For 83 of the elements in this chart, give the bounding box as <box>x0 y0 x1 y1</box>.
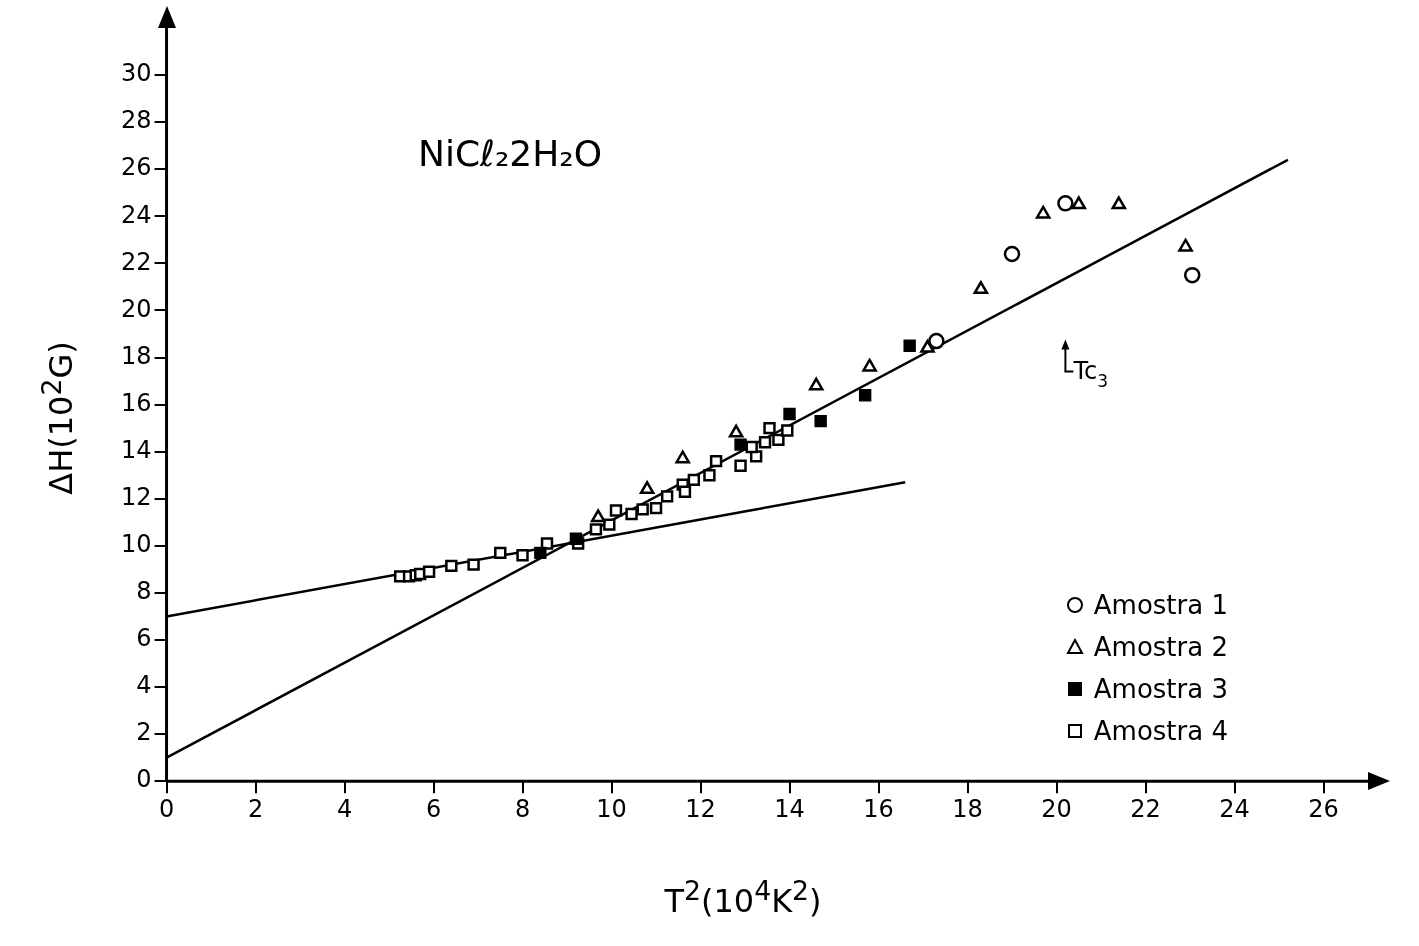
point <box>814 414 827 428</box>
x-tick-label: 26 <box>1308 794 1339 823</box>
legend-label: Amostra 1 <box>1093 590 1228 620</box>
x-tick-label: 22 <box>1130 794 1161 823</box>
text: NiCℓ₂2H₂O <box>418 133 603 174</box>
x-tick-label: 24 <box>1219 794 1250 823</box>
legend-label: Amostra 3 <box>1093 674 1228 704</box>
point <box>728 424 744 438</box>
point <box>783 407 796 421</box>
y-tick-label: 20 <box>120 294 152 323</box>
point <box>763 421 776 435</box>
point <box>749 450 763 463</box>
point <box>862 358 877 372</box>
point <box>1178 238 1193 252</box>
point <box>903 339 916 352</box>
x-tick-label: 14 <box>774 794 805 823</box>
point <box>1003 245 1021 263</box>
point <box>609 504 623 517</box>
legend-label: Amostra 2 <box>1093 632 1228 662</box>
x-tick-label: 18 <box>952 794 983 823</box>
point <box>467 558 480 571</box>
y-tick-label: 2 <box>136 718 152 747</box>
x-tick-label: 2 <box>247 794 264 823</box>
point <box>639 481 655 495</box>
point <box>636 503 649 516</box>
y-tick-label: 30 <box>120 59 152 88</box>
point <box>1057 195 1074 212</box>
x-tick-label: 6 <box>425 794 442 823</box>
point <box>781 424 794 437</box>
x-axis-title: T$^{2}$(10$^{4}$K$^{2}$) <box>663 875 823 920</box>
x-tick-label: 10 <box>596 794 627 823</box>
point <box>745 440 758 454</box>
point <box>1035 205 1051 219</box>
x-tick-label: 12 <box>685 794 716 823</box>
point <box>973 281 989 295</box>
point <box>445 559 458 573</box>
x-tick-label: 4 <box>336 794 353 823</box>
point <box>590 509 606 523</box>
point <box>772 433 785 447</box>
legend-label: Amostra 4 <box>1093 716 1228 746</box>
y-tick-label: 12 <box>120 482 152 511</box>
point <box>589 523 603 536</box>
point <box>734 438 747 451</box>
point <box>758 436 772 449</box>
x-tick-label: 16 <box>863 794 894 823</box>
y-tick-label: 26 <box>120 153 152 182</box>
point <box>516 549 529 562</box>
x-tick-label: 8 <box>514 794 531 823</box>
point <box>494 546 507 560</box>
point <box>422 565 436 578</box>
y-tick-label: 8 <box>136 577 152 606</box>
point <box>687 473 701 487</box>
point <box>858 388 872 402</box>
point <box>603 518 616 531</box>
point <box>649 501 663 515</box>
point <box>709 454 723 468</box>
point <box>625 507 638 521</box>
point <box>1071 196 1087 210</box>
y-tick-label: 24 <box>120 200 152 229</box>
point <box>808 377 824 391</box>
point <box>703 469 716 482</box>
y-tick-label: 14 <box>120 435 152 464</box>
y-tick-label: 28 <box>120 106 152 135</box>
point <box>540 537 554 550</box>
y-tick-label: 0 <box>136 765 152 794</box>
x-tick-label: 0 <box>158 794 175 823</box>
y-tick-label: 4 <box>136 671 152 700</box>
y-tick-label: 6 <box>136 624 152 653</box>
point <box>1183 266 1201 284</box>
point <box>675 450 691 464</box>
y-tick-label: 22 <box>120 247 152 276</box>
y-tick-label: 18 <box>120 341 152 370</box>
point <box>928 332 945 350</box>
x-tick-label: 20 <box>1041 794 1072 823</box>
point <box>534 546 547 560</box>
y-tick-label: 16 <box>120 388 152 417</box>
point <box>1111 196 1127 210</box>
point <box>734 459 747 472</box>
point <box>660 490 674 503</box>
point <box>678 485 692 498</box>
point <box>920 339 935 353</box>
point <box>569 532 583 545</box>
y-tick-label: 10 <box>120 530 152 559</box>
